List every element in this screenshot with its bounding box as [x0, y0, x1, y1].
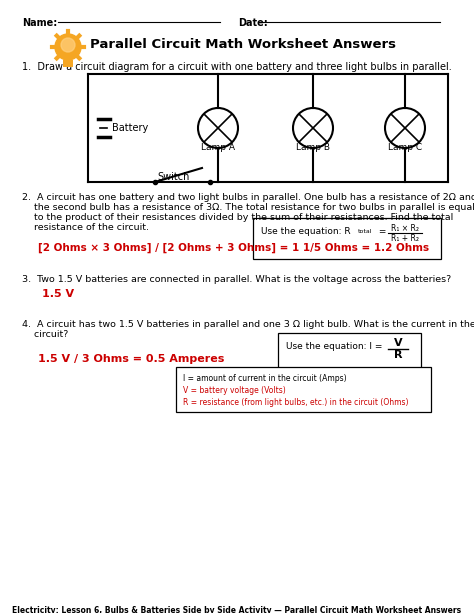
Text: I = amount of current in the circuit (Amps): I = amount of current in the circuit (Am…	[183, 374, 346, 383]
Text: the second bulb has a resistance of 3Ω. The total resistance for two bulbs in pa: the second bulb has a resistance of 3Ω. …	[22, 203, 474, 212]
Text: Date:: Date:	[238, 18, 268, 28]
Circle shape	[55, 34, 81, 60]
Text: Name:: Name:	[22, 18, 57, 28]
Text: total: total	[358, 229, 373, 234]
Text: Electricity: Lesson 6, Bulbs & Batteries Side by Side Activity — Parallel Circui: Electricity: Lesson 6, Bulbs & Batteries…	[12, 606, 462, 613]
Text: Battery: Battery	[112, 123, 148, 133]
Text: 3.  Two 1.5 V batteries are connected in parallel. What is the voltage across th: 3. Two 1.5 V batteries are connected in …	[22, 275, 451, 284]
Text: 1.  Draw a circuit diagram for a circuit with one battery and three light bulbs : 1. Draw a circuit diagram for a circuit …	[22, 62, 452, 72]
FancyBboxPatch shape	[279, 332, 421, 370]
Text: R: R	[394, 350, 402, 360]
Text: R₁ × R₂: R₁ × R₂	[391, 224, 419, 233]
Text: Lamp C: Lamp C	[388, 143, 422, 152]
FancyBboxPatch shape	[176, 367, 431, 411]
Text: [2 Ohms × 3 Ohms] / [2 Ohms + 3 Ohms] = 1 1/5 Ohms = 1.2 Ohms: [2 Ohms × 3 Ohms] / [2 Ohms + 3 Ohms] = …	[38, 243, 429, 253]
Text: resistance of the circuit.: resistance of the circuit.	[22, 223, 149, 232]
FancyBboxPatch shape	[254, 218, 441, 259]
Text: 1.5 V / 3 Ohms = 0.5 Amperes: 1.5 V / 3 Ohms = 0.5 Amperes	[38, 354, 224, 364]
Text: 2.  A circuit has one battery and two light bulbs in parallel. One bulb has a re: 2. A circuit has one battery and two lig…	[22, 193, 474, 202]
Circle shape	[61, 38, 75, 52]
Text: circuit?: circuit?	[22, 330, 68, 339]
Text: V: V	[394, 338, 402, 348]
Text: R = resistance (from light bulbs, etc.) in the circuit (Ohms): R = resistance (from light bulbs, etc.) …	[183, 398, 409, 407]
Text: R₁ + R₂: R₁ + R₂	[391, 234, 419, 243]
Bar	[63, 60, 73, 67]
Text: Parallel Circuit Math Worksheet Answers: Parallel Circuit Math Worksheet Answers	[90, 38, 396, 51]
Text: Switch: Switch	[157, 172, 190, 182]
Text: 4.  A circuit has two 1.5 V batteries in parallel and one 3 Ω light bulb. What i: 4. A circuit has two 1.5 V batteries in …	[22, 320, 474, 329]
Text: Lamp B: Lamp B	[296, 143, 330, 152]
Text: V = battery voltage (Volts): V = battery voltage (Volts)	[183, 386, 286, 395]
Text: to the product of their resistances divided by the sum of their resistances. Fin: to the product of their resistances divi…	[22, 213, 453, 222]
Text: =: =	[376, 227, 386, 236]
Text: 1.5 V: 1.5 V	[42, 289, 74, 299]
Text: Use the equation: R: Use the equation: R	[261, 227, 351, 236]
Text: Use the equation: I =: Use the equation: I =	[286, 342, 383, 351]
Text: Lamp A: Lamp A	[201, 143, 235, 152]
